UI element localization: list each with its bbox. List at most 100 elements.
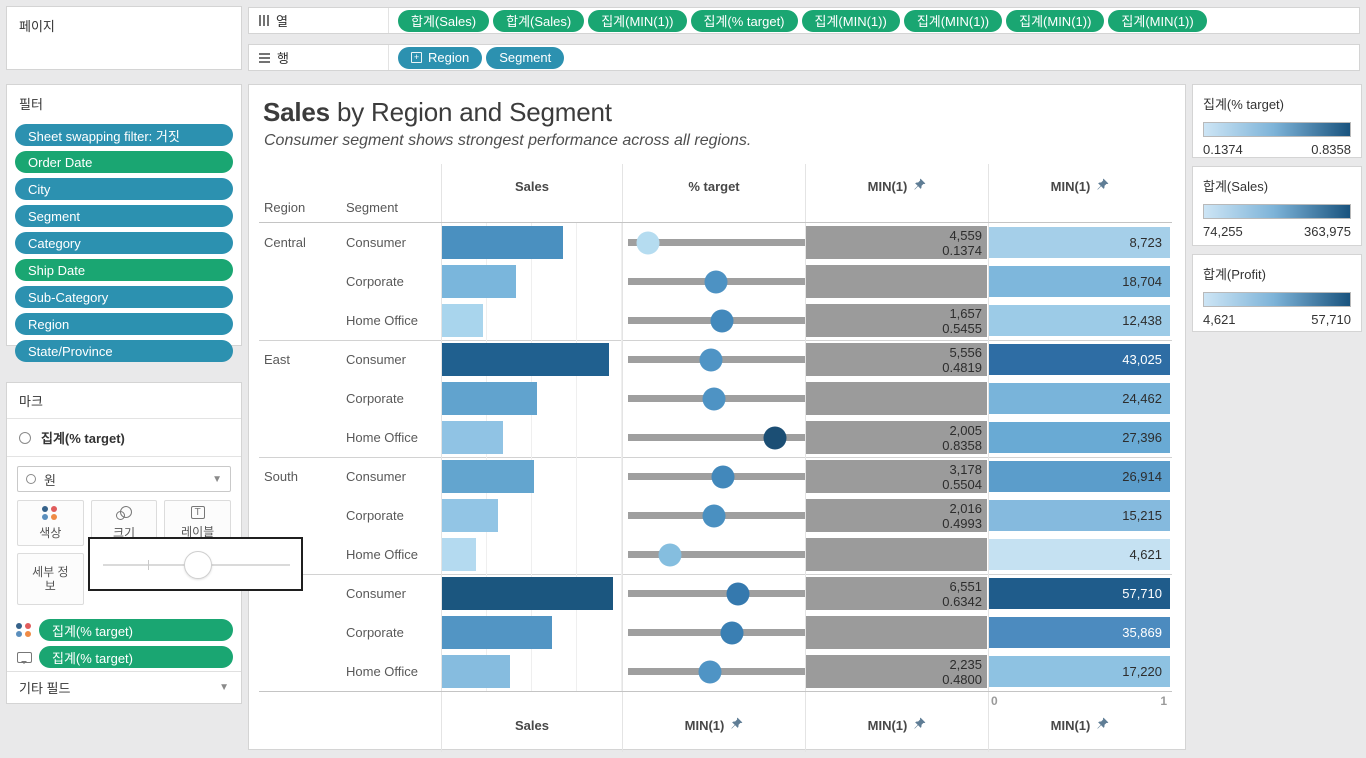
min1-axis-header[interactable]: MIN(1): [988, 164, 1171, 222]
sales-axis-footer[interactable]: Sales: [441, 692, 622, 752]
segment-label[interactable]: Corporate: [346, 508, 404, 523]
profit-bar[interactable]: 43,025: [989, 344, 1170, 375]
min1-gray-bar[interactable]: [806, 538, 987, 571]
target-dot[interactable]: [711, 465, 735, 488]
region-label[interactable]: [259, 418, 341, 457]
sales-bar[interactable]: [442, 421, 504, 454]
marks-active-mark-row[interactable]: 집계(% target): [7, 419, 241, 457]
segment-label[interactable]: Consumer: [346, 352, 406, 367]
min1-gray-bar[interactable]: [806, 499, 987, 532]
profit-bar[interactable]: 26,914: [989, 461, 1170, 492]
sales-bar[interactable]: [442, 460, 534, 493]
color-button[interactable]: 색상: [17, 500, 84, 546]
target-color-legend[interactable]: 집계(% target) 0.1374 0.8358: [1192, 84, 1362, 158]
sales-color-legend[interactable]: 합계(Sales) 74,255 363,975: [1192, 166, 1362, 246]
target-dot[interactable]: [698, 660, 722, 683]
filter-pill[interactable]: State/Province: [15, 340, 233, 362]
marks-encoding-pill[interactable]: 집계(% target): [39, 646, 233, 668]
marks-encoding-pill[interactable]: 집계(% target): [39, 619, 233, 641]
profit-bar[interactable]: 27,396: [989, 422, 1170, 453]
segment-label[interactable]: Consumer: [346, 235, 406, 250]
target-dot[interactable]: [720, 621, 744, 644]
sales-bar[interactable]: [442, 616, 552, 649]
min1-gray-bar[interactable]: [806, 343, 987, 376]
slider-handle[interactable]: [184, 551, 212, 579]
filter-pill[interactable]: Sheet swapping filter: 거짓: [15, 124, 233, 146]
min1-gray-bar[interactable]: [806, 304, 987, 337]
pages-shelf[interactable]: 페이지: [6, 6, 242, 70]
profit-bar[interactable]: 35,869: [989, 617, 1170, 648]
region-label[interactable]: [259, 301, 341, 340]
segment-column-header[interactable]: Segment: [346, 200, 399, 215]
sales-bar[interactable]: [442, 577, 613, 610]
filter-pill[interactable]: Order Date: [15, 151, 233, 173]
min1-gray-bar[interactable]: [806, 577, 987, 610]
columns-shelf-pill[interactable]: 집계(MIN(1)): [1006, 9, 1105, 32]
rows-shelf-pill[interactable]: Segment: [486, 46, 565, 69]
min1-gray-bar[interactable]: [806, 655, 987, 688]
target-dot[interactable]: [702, 387, 726, 410]
sales-bar[interactable]: [442, 265, 516, 298]
sales-bar[interactable]: [442, 343, 610, 376]
segment-label[interactable]: Corporate: [346, 274, 404, 289]
target-dot[interactable]: [702, 504, 726, 527]
region-label[interactable]: East: [264, 352, 291, 367]
sales-bar[interactable]: [442, 304, 484, 337]
sales-bar[interactable]: [442, 226, 563, 259]
region-label[interactable]: [259, 262, 341, 301]
profit-bar[interactable]: 24,462: [989, 383, 1170, 414]
filter-pill[interactable]: Region: [15, 313, 233, 335]
sales-bar[interactable]: [442, 499, 498, 532]
segment-label[interactable]: Home Office: [346, 664, 419, 679]
columns-shelf-pill[interactable]: 합계(Sales): [398, 9, 490, 32]
profit-bar[interactable]: 15,215: [989, 500, 1170, 531]
region-label[interactable]: [259, 496, 341, 535]
min1-axis-footer[interactable]: MIN(1): [622, 692, 805, 752]
region-label[interactable]: South: [264, 469, 298, 484]
min1-axis-footer[interactable]: MIN(1): [805, 692, 988, 752]
profit-bar[interactable]: 18,704: [989, 266, 1170, 297]
columns-shelf-pill[interactable]: 합계(Sales): [493, 9, 585, 32]
profit-color-legend[interactable]: 합계(Profit) 4,621 57,710: [1192, 254, 1362, 332]
columns-shelf-pill[interactable]: 집계(MIN(1)): [903, 9, 1003, 32]
region-label[interactable]: [259, 652, 341, 691]
detail-button[interactable]: 세부 정보: [17, 553, 84, 605]
profit-bar[interactable]: 17,220: [989, 656, 1170, 687]
target-dot[interactable]: [699, 348, 723, 371]
filter-pill[interactable]: City: [15, 178, 233, 200]
region-label[interactable]: [259, 613, 341, 652]
profit-bar[interactable]: 8,723: [989, 227, 1170, 258]
target-dot[interactable]: [658, 543, 682, 566]
min1-axis-header[interactable]: MIN(1): [805, 164, 988, 222]
target-dot[interactable]: [763, 426, 787, 449]
target-dot[interactable]: [704, 270, 728, 293]
filter-pill[interactable]: Category: [15, 232, 233, 254]
segment-label[interactable]: Home Office: [346, 313, 419, 328]
columns-shelf-pill[interactable]: 집계(MIN(1)): [801, 9, 900, 32]
target-axis-header[interactable]: % target: [622, 164, 805, 222]
expand-icon[interactable]: +: [411, 52, 422, 63]
min1-gray-bar[interactable]: [806, 616, 987, 649]
profit-bar[interactable]: 4,621: [989, 539, 1170, 570]
min1-gray-bar[interactable]: [806, 421, 987, 454]
sales-bar[interactable]: [442, 538, 477, 571]
rows-shelf-pill[interactable]: + Region: [398, 46, 483, 69]
region-label[interactable]: [259, 379, 341, 418]
min1-gray-bar[interactable]: [806, 382, 987, 415]
columns-shelf-pill[interactable]: 집계(% target): [690, 9, 798, 32]
min1-gray-bar[interactable]: [806, 460, 987, 493]
min1-gray-bar[interactable]: [806, 265, 987, 298]
segment-label[interactable]: Corporate: [346, 625, 404, 640]
segment-label[interactable]: Home Office: [346, 547, 419, 562]
mark-type-dropdown[interactable]: 원 ▼: [17, 466, 231, 492]
profit-bar[interactable]: 57,710: [989, 578, 1170, 609]
region-label[interactable]: Central: [264, 235, 306, 250]
sales-bar[interactable]: [442, 655, 511, 688]
filter-pill[interactable]: Ship Date: [15, 259, 233, 281]
segment-label[interactable]: Corporate: [346, 391, 404, 406]
min1-gray-bar[interactable]: [806, 226, 987, 259]
sales-axis-header[interactable]: Sales: [441, 164, 622, 222]
region-column-header[interactable]: Region: [264, 200, 306, 215]
sales-bar[interactable]: [442, 382, 538, 415]
